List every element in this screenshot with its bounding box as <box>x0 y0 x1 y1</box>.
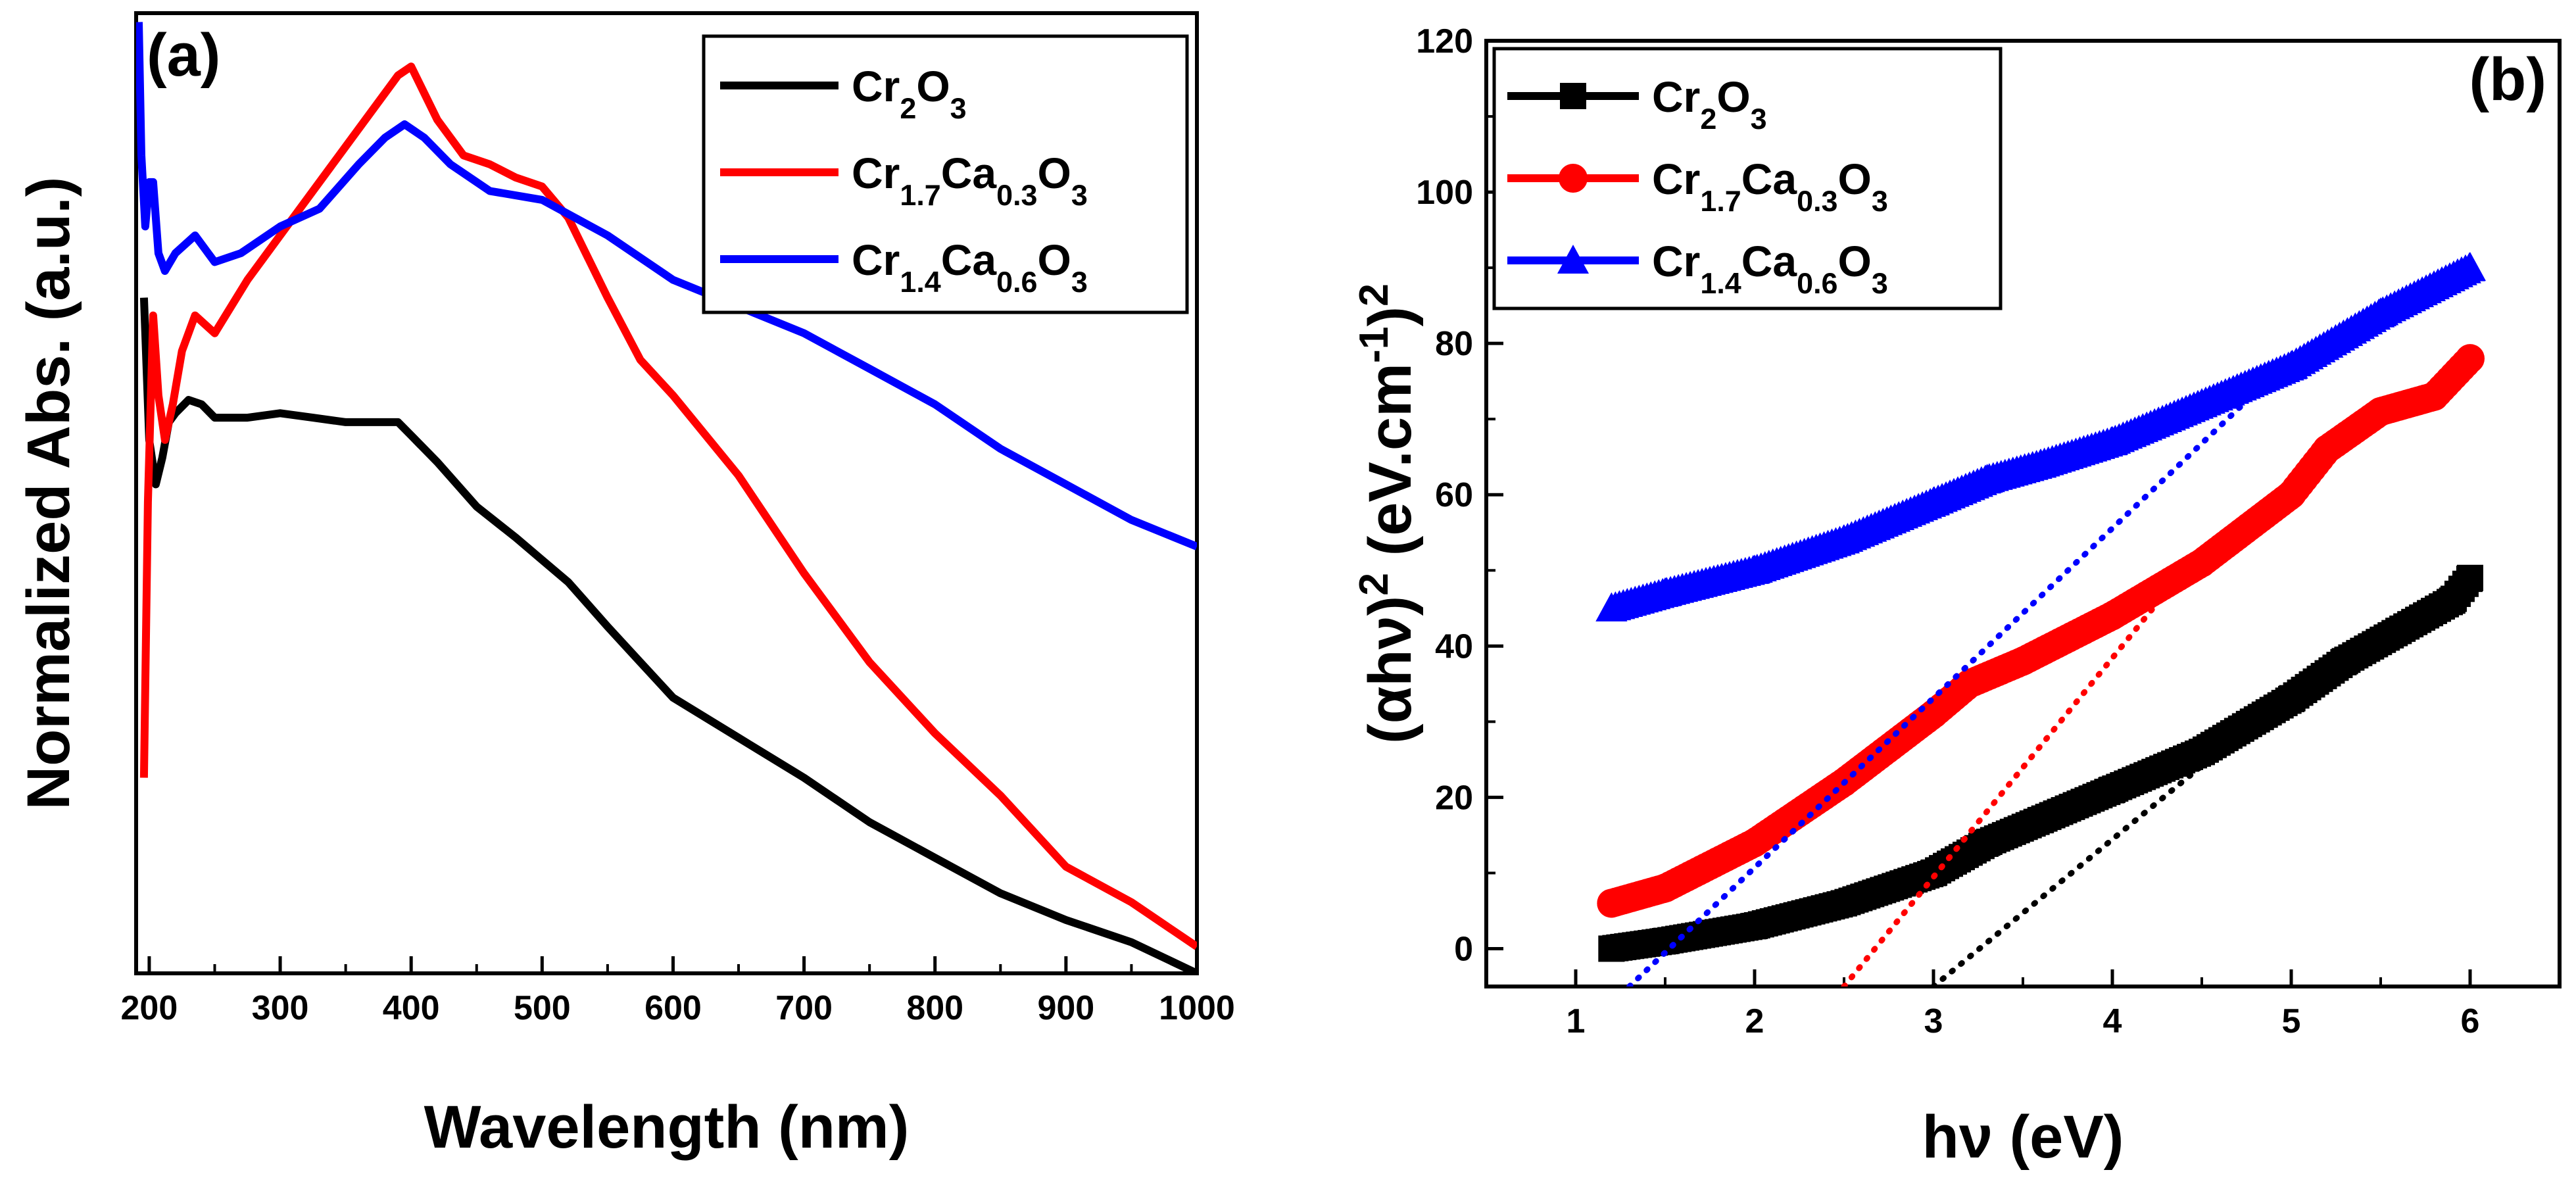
x-axis-label: hν (eV) <box>1922 1104 2124 1171</box>
data-point <box>1971 464 2003 493</box>
data-point <box>2385 618 2412 645</box>
x-tick-label: 3 <box>1924 1002 1943 1040</box>
series-group <box>1598 564 2483 962</box>
x-tick-label: 500 <box>514 989 571 1027</box>
data-point <box>2277 480 2306 510</box>
data-point <box>1595 592 1628 621</box>
x-tick-label: 1000 <box>1159 989 1235 1027</box>
data-point <box>1649 577 1681 606</box>
data-point <box>1831 890 1857 917</box>
data-point <box>1740 828 1769 858</box>
x-tick-label: 4 <box>2103 1002 2122 1040</box>
legend-label: Cr1.4Ca0.6O3 <box>852 235 1088 299</box>
x-tick-label: 2 <box>1745 1002 1764 1040</box>
data-point <box>2366 397 2395 426</box>
legend-label: Cr1.7Ca0.3O3 <box>852 149 1088 212</box>
panel-label: (a) <box>147 22 220 89</box>
x-tick-label: 5 <box>2282 1002 2301 1040</box>
y-tick-label: 20 <box>1435 779 1473 817</box>
x-tick-label: 600 <box>644 989 702 1027</box>
data-point <box>1651 873 1680 903</box>
x-axis-label: Wavelength (nm) <box>424 1094 910 1161</box>
x-tick-label: 1 <box>1567 1002 1586 1040</box>
fit-line <box>1841 567 2187 986</box>
x-tick-label: 200 <box>121 989 178 1027</box>
data-point <box>2099 776 2126 803</box>
data-point <box>1918 486 1949 516</box>
data-point <box>1652 927 1678 954</box>
data-point <box>1741 912 1768 939</box>
data-point <box>2186 388 2218 418</box>
legend-label: Cr2O3 <box>1652 72 1767 135</box>
data-point <box>2439 587 2466 614</box>
data-point <box>2098 601 2127 631</box>
data-point <box>2028 806 2054 833</box>
data-point <box>2008 646 2037 676</box>
data-point <box>1597 889 1626 918</box>
data-point <box>2187 548 2216 577</box>
data-point <box>2278 685 2304 712</box>
series-line <box>139 62 1197 950</box>
data-point <box>1739 554 1770 584</box>
data-point <box>2275 350 2307 379</box>
y-tick-label: 120 <box>1416 22 1473 61</box>
data-point <box>2097 426 2128 455</box>
legend-label: Cr2O3 <box>852 62 967 125</box>
series-line <box>136 22 1197 550</box>
data-point <box>1955 669 1984 698</box>
x-tick-label: 900 <box>1037 989 1094 1027</box>
data-point <box>1559 164 1588 193</box>
data-point <box>2419 381 2449 411</box>
series-line <box>139 297 1197 973</box>
panel-a: 200 300 400 500 600 700 800 900 1000 Wavelength (… <box>15 11 1235 1161</box>
y-tick-label: 40 <box>1435 627 1473 666</box>
data-point <box>2457 564 2483 591</box>
x-tick-label: 6 <box>2461 1002 2480 1040</box>
series-group <box>1595 252 2486 621</box>
plot-frame <box>134 11 1199 975</box>
x-tick-label: 400 <box>383 989 440 1027</box>
data-point <box>1557 245 1589 274</box>
data-point <box>2025 449 2057 478</box>
fit-line <box>1930 718 2259 986</box>
legend-label: Cr1.7Ca0.3O3 <box>1652 155 1888 218</box>
data-point <box>2456 344 2485 374</box>
x-tick-label: 300 <box>252 989 309 1027</box>
data-point <box>1974 829 2001 856</box>
data-point <box>1598 935 1625 962</box>
y-tick-label: 100 <box>1416 174 1473 212</box>
data-point <box>1828 524 1860 554</box>
y-tick-label: 60 <box>1435 476 1473 514</box>
panel-label: (b) <box>2469 46 2546 113</box>
y-tick-label: 80 <box>1435 325 1473 363</box>
data-point <box>2312 435 2342 464</box>
fit-line <box>1626 355 2295 986</box>
x-tick-label: 700 <box>775 989 833 1027</box>
data-point <box>2331 648 2358 675</box>
data-point <box>1560 83 1586 109</box>
data-point <box>2454 252 2486 281</box>
y-axis-label: (αhν)2 (eV.cm-1)2 <box>1351 283 1424 744</box>
x-tick-label: 800 <box>906 989 963 1027</box>
y-axis-label: Normalized Abs. (a.u.) <box>15 177 82 810</box>
data-point <box>2365 297 2396 327</box>
series-group <box>1597 344 2485 918</box>
data-point <box>1919 699 1948 729</box>
y-tick-label: 0 <box>1454 930 1473 968</box>
legend-label: Cr1.4Ca0.6O3 <box>1652 237 1888 300</box>
